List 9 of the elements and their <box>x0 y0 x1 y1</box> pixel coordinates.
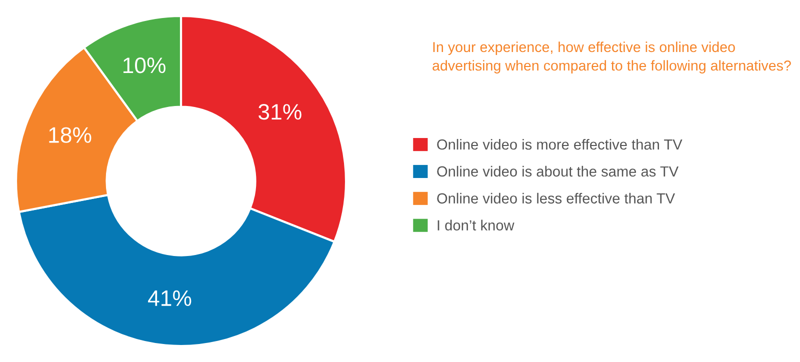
legend-label: Online video is less effective than TV <box>437 192 676 204</box>
data-label: 31% <box>258 104 302 120</box>
data-label: 18% <box>49 127 92 143</box>
data-label: 41% <box>148 290 192 306</box>
text: In your experience, how effective is online video advertising when compared to the following alternatives? <box>432 42 791 74</box>
data-label: 10% <box>123 57 166 74</box>
legend-label: Online video is about the same as TV <box>437 166 679 177</box>
legend-label: I don’t know <box>438 220 514 231</box>
legend-label: Online video is more effective than TV <box>437 138 682 150</box>
